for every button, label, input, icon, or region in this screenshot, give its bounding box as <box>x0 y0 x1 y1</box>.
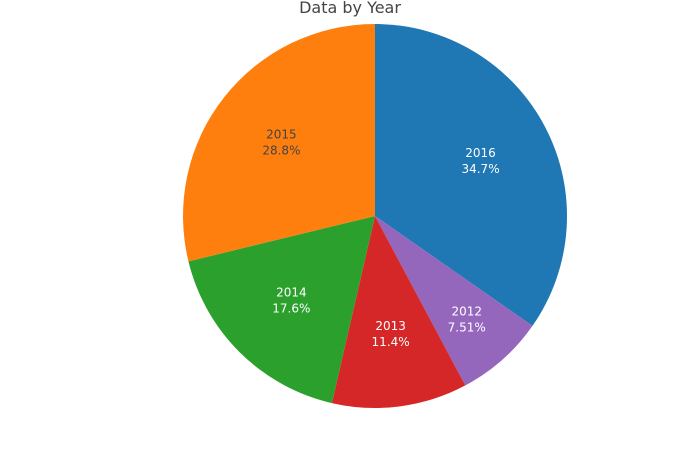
pie-slices <box>182 24 568 408</box>
pie-slice-2012[interactable] <box>375 216 533 386</box>
chart-title: Data by Year <box>299 0 401 17</box>
pie-slice-percent-2013: 11.4% <box>372 335 410 349</box>
pie-slice-label-2016: 2016 <box>465 146 496 160</box>
pie-labels: 2016 34.7% 2012 7.51% 2013 11.4% 2014 17.6% 2015… <box>262 127 499 349</box>
pie-slice-2016[interactable] <box>375 24 568 326</box>
pie-slice-label-2014: 2014 <box>276 286 307 300</box>
pie-slice-2013[interactable] <box>331 216 466 408</box>
pie-slice-percent-2015: 28.8% <box>262 143 300 157</box>
pie-slice-label-2015: 2015 <box>266 127 297 141</box>
pie-slice-percent-2014: 17.6% <box>272 302 310 316</box>
pie-slice-2015[interactable] <box>182 24 375 262</box>
pie-slice-label-2013: 2013 <box>375 319 406 333</box>
pie-slice-label-2012: 2012 <box>451 304 482 318</box>
pie-slice-percent-2012: 7.51% <box>448 320 486 334</box>
pie-slice-2014[interactable] <box>188 216 375 404</box>
pie-slice-percent-2016: 34.7% <box>461 162 499 176</box>
